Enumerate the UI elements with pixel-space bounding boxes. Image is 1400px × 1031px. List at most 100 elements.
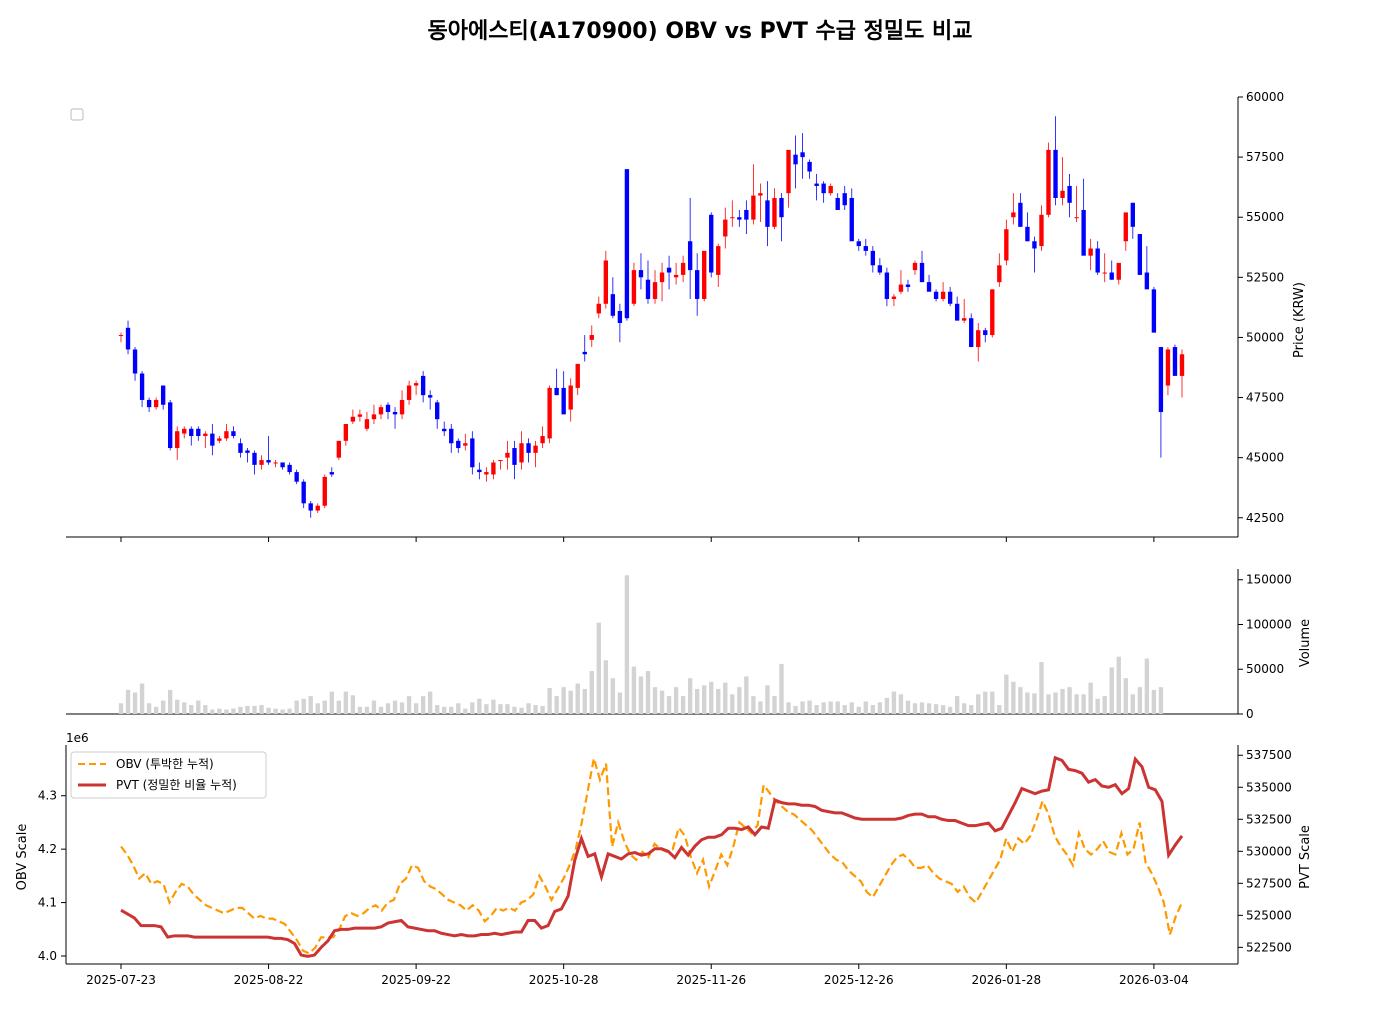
volume-ylabel: Volume	[1298, 619, 1313, 667]
candle-body	[919, 262, 925, 283]
volume-bar	[1137, 687, 1143, 714]
candle-body	[807, 161, 812, 172]
volume-bar	[1130, 694, 1135, 714]
volume-ytick-label: 100000	[1246, 617, 1292, 631]
volume-bar	[336, 700, 341, 714]
volume-bar	[652, 687, 658, 714]
volume-bar	[1039, 662, 1044, 714]
volume-bar	[519, 707, 524, 714]
candle-body	[540, 436, 545, 444]
volume-bar	[189, 705, 194, 714]
candle-body	[175, 431, 180, 449]
candle-body	[730, 217, 735, 219]
volume-bar	[442, 706, 447, 714]
candle-body	[245, 450, 250, 453]
candle-body	[1144, 272, 1150, 290]
candle-body	[947, 291, 953, 304]
candle-body	[484, 472, 489, 475]
volume-bar	[399, 702, 405, 714]
volume-bar	[413, 703, 419, 714]
candle-body	[786, 149, 791, 194]
price-ytick-label: 55000	[1246, 210, 1284, 224]
candle-body	[751, 195, 756, 220]
volume-bar	[1004, 674, 1009, 714]
volume-bar	[849, 702, 854, 714]
candle-body	[744, 210, 749, 220]
volume-bar	[132, 692, 138, 714]
candle-body	[1053, 149, 1058, 198]
x-tick-label: 2025-10-28	[529, 973, 599, 987]
volume-bar	[182, 702, 187, 714]
volume-bar	[631, 666, 637, 714]
volume-bar	[617, 692, 623, 714]
volume-bar	[512, 706, 517, 714]
pvt-ytick-label: 537500	[1246, 748, 1292, 762]
candle-body	[287, 464, 292, 473]
volume-bar	[1158, 687, 1164, 714]
volume-bar	[231, 708, 236, 714]
volume-bar	[751, 696, 756, 714]
candle-body	[392, 411, 398, 415]
volume-bar	[983, 691, 988, 714]
price-ytick-label: 57500	[1246, 150, 1284, 164]
candle-body	[413, 383, 419, 386]
volume-bar	[118, 703, 124, 714]
volume-bar	[765, 685, 770, 714]
volume-bar	[505, 704, 510, 714]
candle-body	[343, 423, 349, 441]
volume-bar	[477, 698, 482, 714]
candle-body	[1151, 289, 1157, 333]
candle-body	[842, 193, 847, 206]
candle-body	[168, 402, 173, 449]
candle-body	[301, 481, 306, 504]
candle-body	[758, 193, 763, 196]
volume-bar	[990, 691, 995, 714]
candle-body	[863, 246, 868, 251]
candle-body	[252, 452, 257, 465]
obv-ytick-label: 4.3	[38, 789, 57, 803]
candle-body	[800, 152, 805, 158]
candle-body	[1074, 217, 1079, 219]
volume-bar	[280, 709, 285, 714]
candle-body	[828, 185, 833, 194]
candle-body	[926, 282, 932, 292]
pvt-ytick-label: 527500	[1246, 876, 1292, 890]
candle-body	[905, 284, 911, 287]
candle-body	[1004, 229, 1009, 261]
volume-bar	[329, 691, 334, 714]
legend-obv-label: OBV (투박한 누적)	[116, 757, 214, 771]
candle-body	[1116, 262, 1121, 280]
volume-bar	[821, 702, 826, 714]
candle-body	[709, 214, 714, 273]
volume-bar	[659, 690, 665, 714]
volume-bar	[1123, 678, 1128, 714]
volume-bar	[673, 687, 679, 714]
candle-body	[491, 462, 496, 475]
candle-body	[884, 272, 890, 299]
volume-bar	[153, 706, 159, 714]
candle-body	[589, 335, 594, 340]
volume-bar	[420, 696, 426, 714]
pvt-ytick-label: 532500	[1246, 812, 1292, 826]
x-tick-label: 2025-08-22	[234, 973, 304, 987]
candle-body	[1123, 212, 1128, 242]
volume-bar	[856, 706, 861, 714]
candle-body	[364, 419, 370, 429]
x-tick-label: 2025-09-22	[381, 973, 451, 987]
candle-body	[933, 291, 939, 299]
pvt-ytick-label: 535000	[1246, 780, 1292, 794]
candle-body	[322, 476, 327, 506]
candle-body	[357, 414, 363, 417]
volume-bar	[308, 696, 313, 714]
volume-bar	[870, 705, 876, 714]
volume-ytick-label: 150000	[1246, 573, 1292, 587]
volume-bar	[814, 705, 819, 714]
candle-body	[125, 327, 131, 350]
price-ytick-label: 47500	[1246, 391, 1284, 405]
candle-body	[716, 246, 721, 275]
candle-body	[533, 445, 538, 453]
volume-bar	[498, 704, 503, 714]
volume-ytick-label: 0	[1246, 707, 1254, 721]
